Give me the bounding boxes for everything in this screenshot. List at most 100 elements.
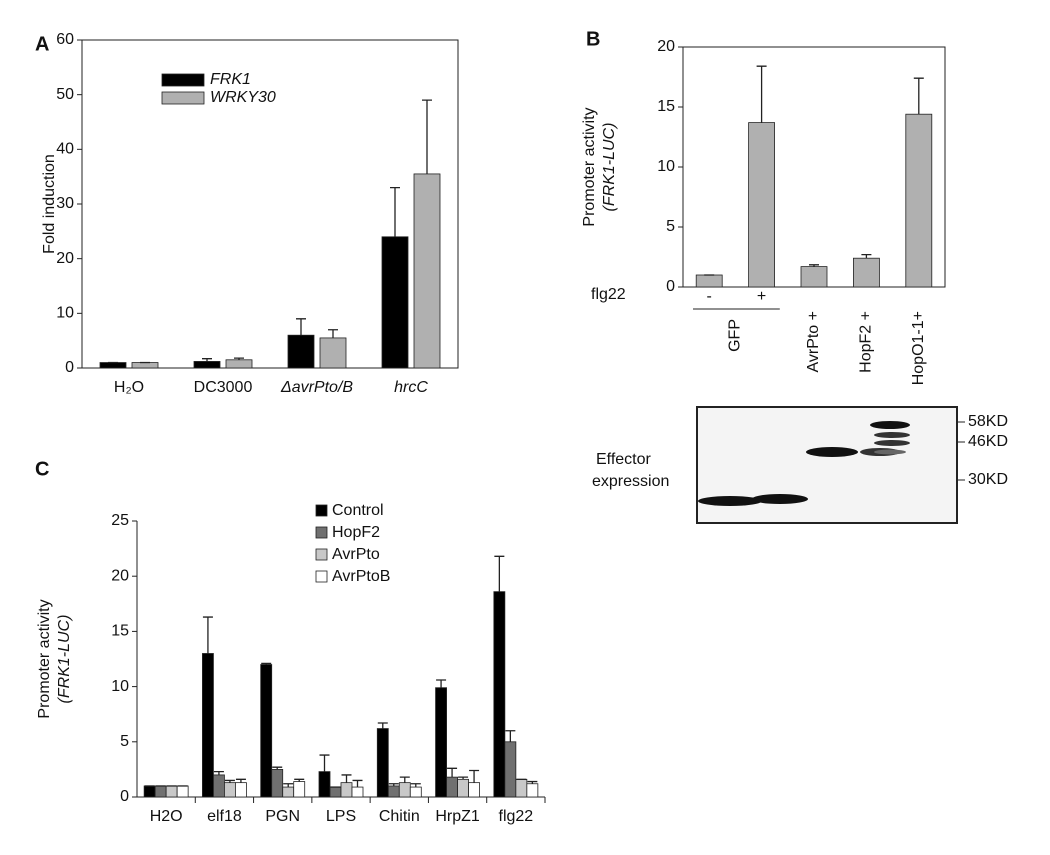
error-bar: [235, 778, 246, 783]
band: [752, 494, 808, 504]
x-tick-label: elf18: [207, 808, 242, 825]
y-tick-label: 0: [65, 359, 74, 376]
error-bar: [202, 358, 212, 362]
legend-swatch: [161, 73, 205, 87]
bar: [493, 591, 506, 798]
bar: [905, 113, 933, 288]
blot-label: Effector: [596, 451, 652, 468]
y-axis-title: Fold induction: [41, 154, 58, 254]
error-bar: [422, 99, 432, 174]
error-bar: [458, 776, 469, 780]
y-axis-title: Promoter activity: [581, 107, 598, 226]
bar: [376, 728, 389, 798]
error-bar: [390, 186, 400, 237]
group-label: GFP: [727, 319, 744, 352]
x-tick-label: ΔavrPto/B: [280, 379, 353, 396]
error-bar: [261, 662, 272, 665]
bar: [409, 786, 422, 798]
error-bar: [399, 776, 410, 783]
error-bar: [410, 783, 421, 788]
bar: [515, 778, 528, 798]
bar: [319, 337, 347, 369]
bar: [293, 781, 306, 798]
x-tick-label: HopO1-1+: [910, 311, 927, 385]
legend-label: AvrPtoB: [332, 568, 390, 585]
error-bar: [436, 679, 447, 688]
legend-label: WRKY30: [210, 89, 276, 106]
y-tick-label: 0: [666, 278, 675, 295]
x-tick-label: AvrPto +: [805, 311, 822, 373]
error-bar: [377, 722, 388, 729]
error-bar: [341, 774, 352, 783]
row-label: flg22: [591, 286, 626, 303]
bar: [446, 776, 458, 798]
x-tick-label: Chitin: [379, 808, 420, 825]
band: [874, 440, 910, 446]
y-tick-label: 20: [657, 38, 675, 55]
error-bar: [213, 770, 224, 775]
marker-label: 30KD: [968, 471, 1008, 488]
bar: [282, 786, 295, 798]
x-tick-label: flg22: [499, 808, 534, 825]
legend-label: Control: [332, 502, 384, 519]
bar: [504, 741, 517, 798]
error-bar: [328, 329, 338, 338]
error-bar: [913, 77, 924, 115]
x-tick-label: +: [757, 288, 766, 305]
error-bar: [202, 616, 213, 654]
bar: [340, 782, 353, 798]
x-tick-label: PGN: [265, 808, 300, 825]
error-bar: [283, 783, 294, 788]
error-bar: [505, 730, 516, 742]
bar: [131, 362, 159, 369]
error-bar: [756, 65, 767, 123]
legend-swatch: [315, 570, 328, 583]
bar: [398, 782, 411, 798]
error-bar: [272, 766, 283, 770]
error-bar: [527, 780, 538, 784]
marker-label: 46KD: [968, 433, 1008, 450]
bar: [800, 266, 828, 288]
bar: [193, 361, 221, 369]
band: [870, 421, 910, 429]
bar: [695, 274, 723, 288]
bar: [176, 785, 189, 798]
x-tick-label: DC3000: [194, 379, 253, 396]
error-bar: [809, 264, 819, 267]
y-tick-label: 15: [657, 98, 675, 115]
y-tick-label: 10: [111, 678, 129, 695]
bar: [468, 782, 480, 798]
band: [874, 432, 910, 438]
bar: [413, 173, 441, 369]
bar: [143, 785, 156, 798]
bar: [154, 785, 167, 798]
x-tick-label: hrcC: [394, 379, 428, 396]
y-tick-label: 15: [111, 623, 129, 640]
y-tick-label: 10: [56, 305, 74, 322]
error-bar: [296, 318, 306, 336]
legend-label: AvrPto: [332, 546, 380, 563]
bar: [202, 653, 214, 798]
x-tick-label: HrpZ1: [435, 808, 480, 825]
x-tick-label: LPS: [326, 808, 356, 825]
bar: [526, 783, 539, 798]
error-bar: [388, 783, 399, 786]
bar: [748, 122, 775, 288]
legend-label: FRK1: [210, 71, 251, 88]
legend-swatch: [161, 91, 205, 105]
bar: [235, 782, 247, 798]
error-bar: [294, 778, 305, 782]
error-bar: [469, 769, 480, 783]
bar: [387, 785, 400, 798]
bar: [329, 786, 342, 798]
y-tick-label: 50: [56, 86, 74, 103]
panel-label: B: [586, 28, 600, 50]
bar: [225, 359, 253, 369]
bar: [224, 782, 236, 798]
y-tick-label: 25: [111, 512, 129, 529]
bar: [381, 236, 409, 369]
marker-label: 58KD: [968, 413, 1008, 430]
y-axis-title: (FRK1-LUC): [601, 123, 618, 212]
y-tick-label: 0: [120, 788, 129, 805]
